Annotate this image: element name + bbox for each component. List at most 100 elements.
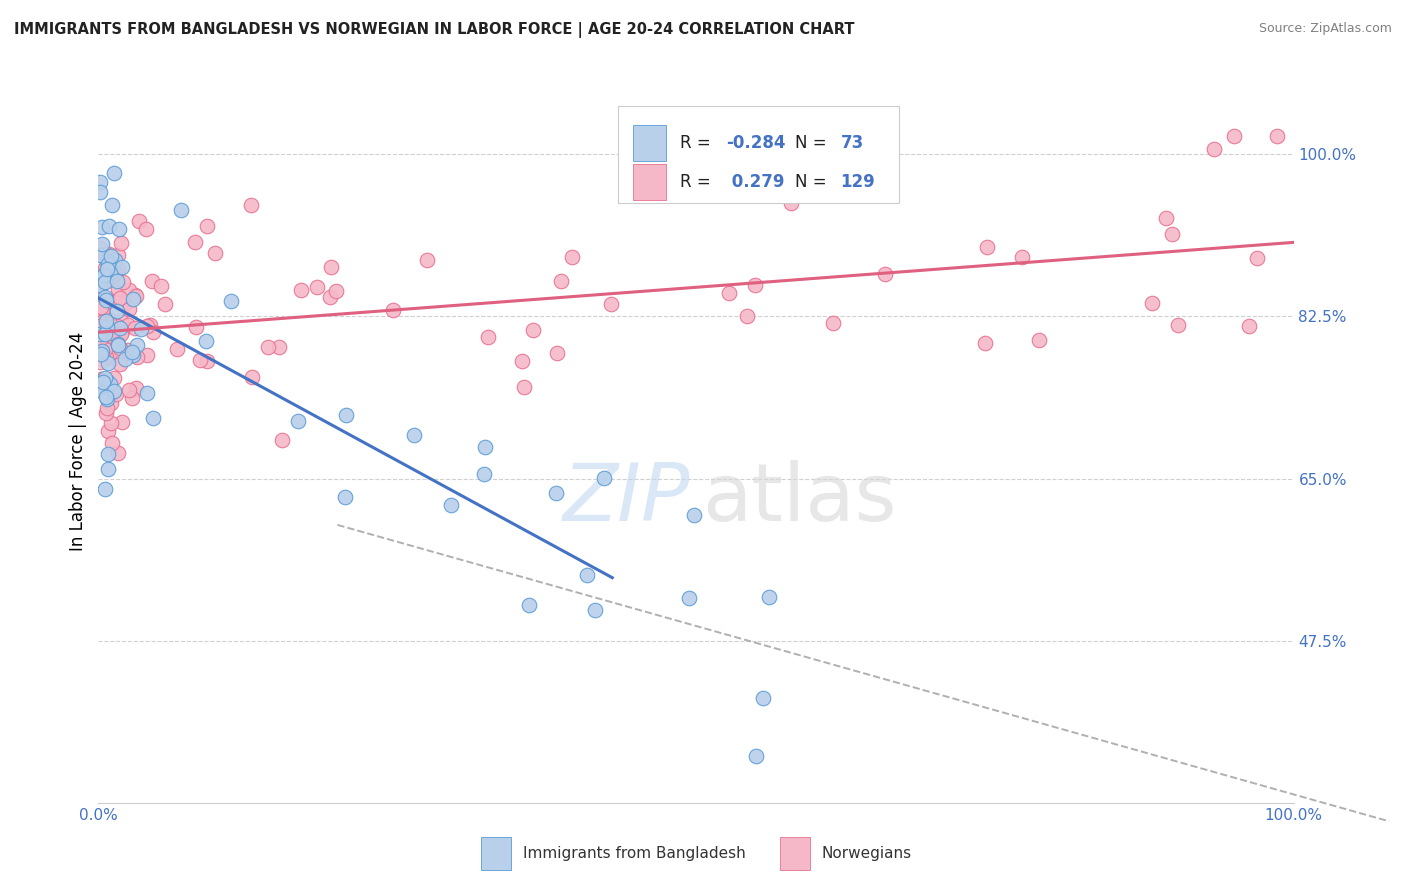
Point (90, 220, 112, 235)
Point (107, 445, 129, 459)
Point (1140, 295, 1163, 310)
Point (219, 293, 242, 308)
Point (522, 323, 544, 337)
Point (96, 392, 118, 407)
Point (117, 343, 139, 357)
Point (550, 274, 572, 288)
Point (96, 390, 118, 404)
Point (242, 370, 264, 384)
Point (89, 374, 111, 388)
Point (107, 337, 129, 351)
Point (97, 356, 120, 370)
Point (195, 219, 218, 233)
Point (546, 346, 568, 360)
FancyBboxPatch shape (779, 837, 810, 870)
Point (136, 385, 159, 400)
Text: R =: R = (681, 173, 717, 191)
Point (96, 319, 118, 334)
Point (188, 352, 211, 367)
Point (107, 338, 129, 352)
Point (136, 348, 159, 362)
Point (89, 176, 111, 190)
Point (91, 302, 114, 317)
Point (94, 327, 117, 342)
Point (204, 245, 226, 260)
Point (94, 273, 117, 287)
Text: 0.279: 0.279 (725, 173, 785, 191)
Point (155, 297, 177, 311)
Point (474, 441, 496, 455)
Point (267, 340, 290, 354)
Point (90, 237, 112, 252)
Text: 129: 129 (841, 173, 876, 191)
Point (94, 371, 117, 385)
Point (127, 350, 149, 364)
Point (745, 749, 768, 764)
Point (416, 252, 439, 267)
Point (100, 326, 122, 340)
FancyBboxPatch shape (633, 125, 666, 161)
Point (169, 202, 191, 217)
Point (96, 253, 118, 268)
Point (96, 401, 118, 416)
Point (103, 252, 125, 267)
Point (195, 353, 218, 368)
Point (678, 591, 700, 605)
Point (91, 326, 114, 340)
Point (96, 313, 118, 327)
Point (142, 325, 165, 339)
Point (97, 462, 120, 476)
Point (105, 274, 128, 288)
Point (115, 346, 138, 360)
Point (440, 499, 463, 513)
Point (141, 274, 163, 288)
Point (517, 599, 540, 613)
Point (142, 410, 165, 425)
Point (90, 300, 112, 314)
Point (93, 326, 115, 341)
Point (91, 268, 114, 283)
Point (184, 319, 207, 334)
Point (166, 342, 188, 356)
Point (821, 316, 844, 330)
Point (94, 261, 117, 276)
Point (510, 353, 533, 368)
Point (321, 260, 343, 274)
Point (104, 252, 127, 267)
Text: N =: N = (796, 173, 832, 191)
Text: 73: 73 (841, 134, 863, 152)
Point (1204, 142, 1226, 156)
Point (758, 591, 780, 605)
Point (114, 351, 136, 366)
Point (1237, 318, 1260, 333)
FancyBboxPatch shape (481, 837, 510, 870)
Point (93, 318, 115, 332)
Point (98, 377, 121, 392)
Point (100, 435, 122, 450)
Point (94, 247, 117, 261)
Point (873, 267, 896, 281)
Point (118, 283, 141, 297)
Point (114, 296, 136, 310)
Point (89, 248, 111, 262)
Point (121, 348, 143, 362)
Point (1028, 333, 1050, 347)
Point (103, 330, 125, 344)
Point (93, 324, 115, 338)
Point (98, 318, 121, 332)
Point (89, 319, 111, 334)
Point (107, 248, 129, 262)
Point (974, 335, 997, 350)
Text: N =: N = (796, 134, 832, 152)
Point (319, 290, 342, 304)
Point (91, 344, 114, 359)
Point (139, 318, 162, 332)
Point (103, 370, 125, 384)
Point (1161, 227, 1184, 241)
Point (976, 240, 998, 254)
Point (111, 260, 134, 274)
Text: Source: ZipAtlas.com: Source: ZipAtlas.com (1258, 22, 1392, 36)
Point (735, 310, 758, 324)
Point (90, 269, 112, 284)
Point (752, 690, 775, 705)
